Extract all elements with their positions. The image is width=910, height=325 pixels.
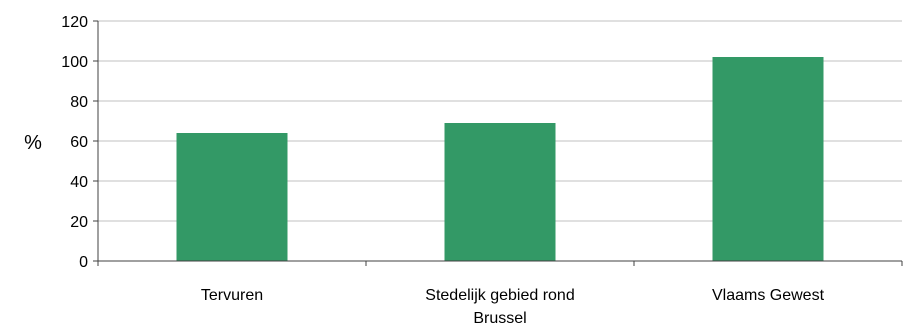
y-tick-label-100: 100 <box>61 54 88 71</box>
labels: 0 20 40 60 80 100 120 Tervuren Stedelijk gebied … <box>61 14 824 325</box>
y-tick-label-40: 40 <box>70 174 88 191</box>
x-category-label-0: Tervuren <box>201 287 263 304</box>
bar-1 <box>444 123 556 261</box>
y-tick-label-0: 0 <box>79 254 88 271</box>
y-tick-label-60: 60 <box>70 134 88 151</box>
bars <box>176 57 824 261</box>
y-tick-label-80: 80 <box>70 94 88 111</box>
bar-0 <box>176 133 288 261</box>
x-category-label-2: Vlaams Gewest <box>712 287 825 304</box>
y-axis-title: % <box>24 132 42 154</box>
y-tick-label-120: 120 <box>61 14 88 31</box>
x-category-label-1: Stedelijk gebied rond Brussel <box>425 287 574 325</box>
bar-2 <box>712 57 824 261</box>
axes <box>93 20 903 266</box>
y-tick-label-20: 20 <box>70 214 88 231</box>
